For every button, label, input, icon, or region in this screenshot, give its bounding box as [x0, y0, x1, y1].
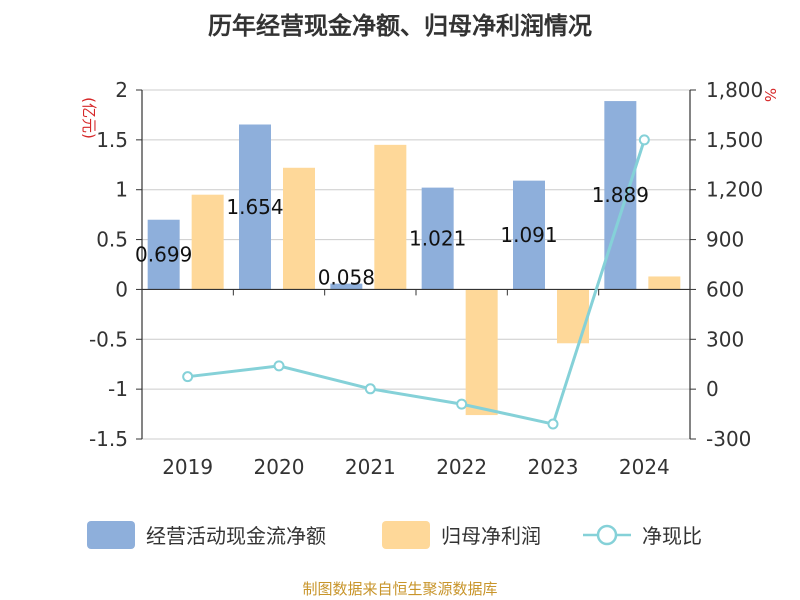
- bar-cashflow-2019: [147, 219, 180, 290]
- x-tick-label: 2020: [254, 455, 305, 479]
- left-tick-label: -1: [108, 377, 128, 401]
- left-tick-label: 1.5: [96, 128, 128, 152]
- bars: [147, 101, 681, 416]
- bar-cashflow-2023: [513, 180, 545, 290]
- bar-label-cashflow-2024: 1.889: [592, 183, 649, 207]
- right-tick-label: 1,200: [706, 178, 763, 202]
- axes: [141, 90, 691, 439]
- line-point-ratio-2021: [364, 383, 376, 395]
- left-tick-label: -0.5: [89, 327, 128, 351]
- legend-label-profit[interactable]: 归母净利润: [441, 524, 541, 548]
- right-tick-label: -300: [706, 427, 751, 451]
- ticks: 2 1.5 1 0.5 0 -0.5 -1 -1.5 1,800 1,500 1,200 900 600…: [89, 78, 763, 479]
- legend-swatch-cashflow: [87, 521, 135, 549]
- legend-swatch-profit: [382, 521, 430, 549]
- right-tick-label: 600: [706, 277, 744, 301]
- grid: [142, 89, 690, 440]
- bar-cashflow-2022: [421, 187, 454, 290]
- line-point-ratio-2024: [638, 134, 650, 146]
- line-point-ratio-2020: [273, 360, 285, 372]
- left-axis-unit: (亿元): [80, 97, 98, 139]
- bar-profit-2023: [557, 289, 589, 344]
- bar-label-cashflow-2020: 1.654: [226, 195, 283, 219]
- bar-label-cashflow-2022: 1.021: [409, 227, 466, 251]
- left-tick-label: 0: [115, 277, 128, 301]
- left-tick-label: 2: [115, 78, 128, 102]
- bar-labels: 0.699 1.654 0.058 1.021 1.091 1.889: [135, 183, 649, 289]
- line-point-ratio-2023: [547, 418, 559, 430]
- right-tick-label: 1,800: [706, 78, 763, 102]
- legend[interactable]: 经营活动现金流净额 归母净利润 净现比: [87, 521, 702, 549]
- source-note: 制图数据来自恒生聚源数据库: [302, 580, 497, 598]
- line-point-ratio-2022: [456, 398, 468, 410]
- right-tick-label: 300: [706, 327, 744, 351]
- left-tick-label: -1.5: [89, 427, 128, 451]
- bar-profit-2024: [648, 276, 681, 290]
- bar-profit-2019: [191, 194, 224, 290]
- x-tick-label: 2023: [528, 455, 579, 479]
- line-series-layer: [182, 134, 650, 430]
- left-tick-label: 1: [115, 178, 128, 202]
- left-tick-label: 0.5: [96, 228, 128, 252]
- bar-profit-2021: [374, 144, 407, 290]
- bar-profit-2022: [465, 289, 498, 416]
- bar-cashflow-2021: [330, 283, 363, 290]
- right-axis-unit: %: [761, 88, 779, 102]
- x-tick-label: 2021: [345, 455, 396, 479]
- bar-cashflow-2024: [604, 101, 637, 290]
- x-tick-label: 2019: [162, 455, 213, 479]
- legend-swatch-ratio-marker: [596, 524, 618, 546]
- legend-label-ratio[interactable]: 净现比: [642, 524, 702, 548]
- x-tick-label: 2022: [436, 455, 487, 479]
- right-tick-label: 0: [706, 377, 719, 401]
- line-series-ratio: [187, 139, 646, 426]
- bar-label-cashflow-2023: 1.091: [500, 223, 557, 247]
- line-point-ratio-2019: [182, 371, 194, 383]
- right-tick-label: 1,500: [706, 128, 763, 152]
- bar-cashflow-2020: [239, 124, 271, 290]
- bar-profit-2020: [283, 167, 315, 290]
- bar-label-cashflow-2021: 0.058: [318, 265, 375, 289]
- chart-title: 历年经营现金净额、归母净利润情况: [208, 12, 592, 40]
- legend-label-cashflow[interactable]: 经营活动现金流净额: [146, 524, 326, 548]
- bar-label-cashflow-2019: 0.699: [135, 243, 192, 267]
- x-tick-label: 2024: [619, 455, 670, 479]
- right-tick-label: 900: [706, 228, 744, 252]
